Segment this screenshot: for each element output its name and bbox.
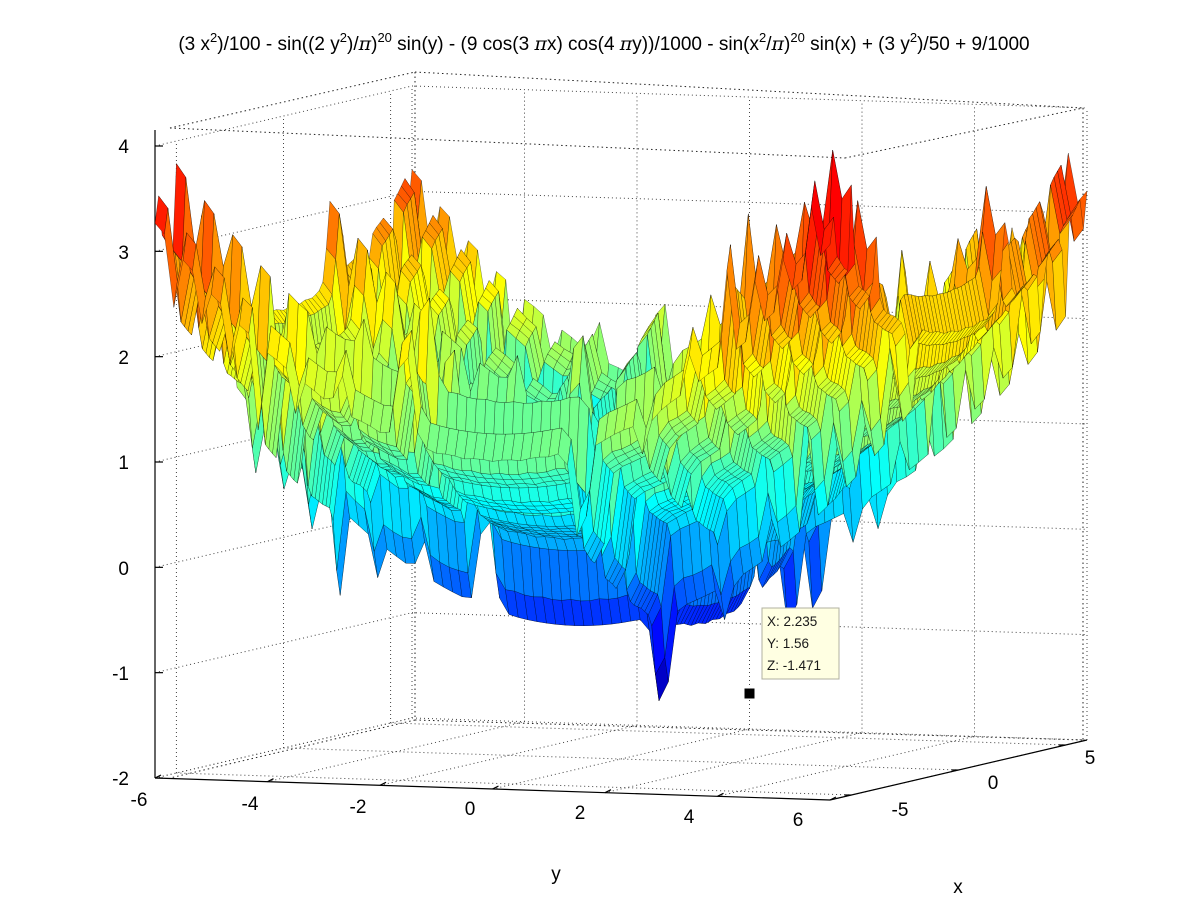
y-grid-line bbox=[379, 724, 638, 786]
y-grid-line bbox=[492, 728, 750, 790]
x-grid-line bbox=[176, 772, 852, 796]
y-grid-line bbox=[717, 735, 975, 797]
x-grid-line bbox=[390, 722, 1066, 746]
z-grid-line bbox=[411, 190, 1088, 214]
x-grid-line bbox=[283, 747, 959, 771]
z-grid-line bbox=[411, 612, 1088, 636]
surface-mesh bbox=[154, 149, 1088, 702]
z-grid-line bbox=[411, 85, 1088, 109]
y-grid-line bbox=[604, 732, 863, 794]
